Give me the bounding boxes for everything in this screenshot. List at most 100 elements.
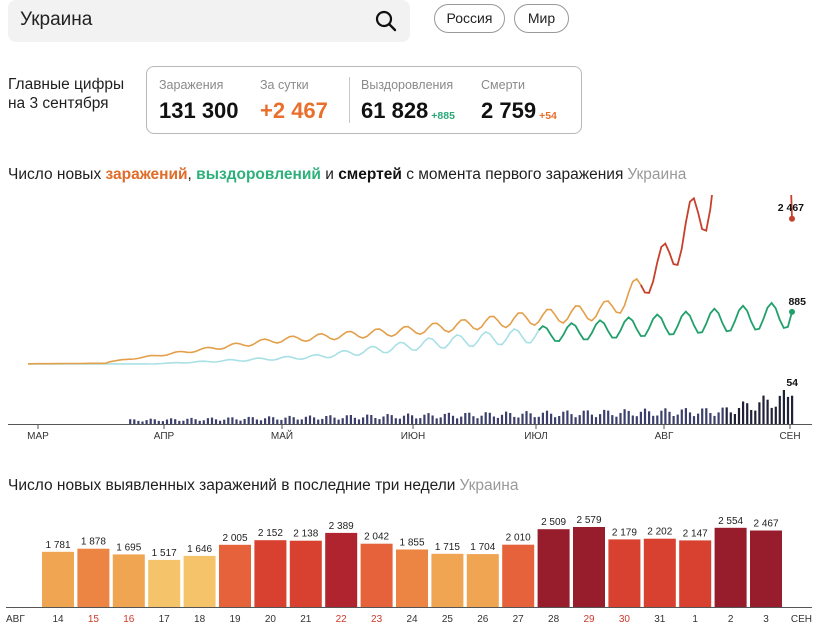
deaths-bar [219, 420, 222, 424]
deaths-bar [574, 417, 577, 424]
deaths-bar [182, 420, 185, 424]
deaths-bar [443, 413, 446, 424]
deaths-bar [398, 418, 401, 424]
stat-deaths-value: 2 759 [481, 98, 537, 123]
deaths-bar [684, 408, 687, 424]
chart1-title-and: и [320, 166, 339, 183]
bar-value-label: 2 005 [222, 533, 247, 544]
x-tick-label: АПР [154, 431, 175, 442]
deaths-bar [791, 395, 794, 424]
deaths-bar [427, 413, 430, 424]
deaths-bar [370, 415, 373, 424]
deaths-bar [619, 413, 622, 424]
deaths-bar [509, 413, 512, 424]
deaths-bar [353, 417, 356, 424]
deaths-bar [223, 419, 226, 424]
world-button[interactable]: Мир [514, 4, 569, 33]
deaths-bar [517, 417, 520, 424]
deaths-bar [664, 408, 667, 424]
deaths-bar [447, 412, 450, 424]
deaths-bar [439, 417, 442, 424]
deaths-bar [390, 415, 393, 424]
x-tick-label: ИЮН [401, 431, 426, 442]
deaths-bar [141, 421, 144, 424]
day-label: 20 [265, 614, 277, 625]
deaths-bar [599, 414, 602, 424]
deaths-bar [235, 419, 238, 424]
deaths-bar [378, 419, 381, 424]
infections-last-label: 2 467 [778, 202, 804, 214]
deaths-bar [435, 418, 438, 424]
chart1-title-comma: , [187, 166, 197, 183]
deaths-bar [603, 409, 606, 424]
month-start-label: АВГ [6, 614, 25, 625]
x-tick-label: АВГ [655, 431, 674, 442]
deaths-bar [766, 399, 769, 424]
day-bar [643, 538, 676, 607]
bar-value-label: 2 010 [506, 533, 531, 544]
deaths-bar [500, 414, 504, 424]
deaths-bar [623, 409, 626, 424]
day-bar [148, 559, 181, 607]
bar-value-label: 1 517 [152, 548, 177, 559]
deaths-bar [717, 412, 720, 424]
chart2-title: Число новых выявленных заражений в после… [8, 477, 518, 495]
day-label: 17 [159, 614, 171, 625]
deaths-bar [362, 417, 365, 424]
deaths-bar [284, 417, 287, 424]
deaths-bar [259, 420, 263, 424]
x-tick-label: МАР [27, 431, 49, 442]
russia-button[interactable]: Россия [434, 4, 505, 33]
deaths-bar [582, 410, 585, 424]
bar-value-label: 2 579 [576, 515, 601, 526]
deaths-bar [296, 419, 299, 424]
bar-value-label: 1 855 [399, 538, 424, 549]
day-bar [679, 540, 712, 607]
day-label: 14 [52, 614, 64, 625]
deaths-bar [762, 395, 765, 424]
deaths-bar [243, 419, 246, 424]
x-tick-label: МАЙ [271, 429, 293, 442]
deaths-bar [345, 415, 348, 424]
deaths-bar [705, 408, 708, 424]
deaths-bar [161, 421, 164, 424]
deaths-bar [394, 418, 397, 424]
deaths-bar [451, 415, 455, 424]
recoveries-line [28, 328, 540, 365]
search-input[interactable] [20, 5, 360, 35]
chart1-title-prefix: Число новых [8, 166, 106, 183]
stat-deaths-label: Смерти [481, 78, 525, 92]
deaths-bar [337, 419, 340, 424]
day-label: 26 [477, 614, 489, 625]
x-tick-label: ИЮЛ [524, 431, 547, 442]
stat-infections: Заражения 131 300 [159, 78, 239, 124]
deaths-bar [190, 417, 193, 424]
infections-line-late [640, 195, 793, 294]
search-box[interactable] [8, 0, 410, 42]
day-bar [396, 549, 428, 607]
deaths-bar [521, 413, 524, 424]
day-bar [502, 544, 535, 607]
three-weeks-bar-chart: 1 781 14 1 878 15 1 695 16 1 517 17 1 646 18 2 005… [6, 515, 812, 625]
bar-value-label: 2 554 [718, 516, 743, 527]
deaths-bar [709, 413, 712, 424]
deaths-bar [178, 420, 181, 424]
deaths-bar [484, 412, 487, 424]
day-label: 31 [654, 614, 666, 625]
deaths-bar [308, 415, 312, 424]
deaths-bar [656, 415, 659, 424]
deaths-bar [137, 420, 140, 424]
deaths-bar [525, 411, 528, 424]
day-label: 28 [548, 614, 560, 625]
deaths-bar [464, 413, 467, 424]
chart2-title-text: Число новых выявленных заражений в после… [8, 477, 456, 494]
deaths-bar [321, 418, 324, 424]
search-icon[interactable] [374, 9, 398, 33]
stat-daily: За сутки +2 467 [260, 78, 328, 124]
day-bar [573, 527, 605, 607]
deaths-bar [615, 416, 618, 424]
bar-value-label: 1 781 [45, 540, 70, 551]
day-bar [77, 548, 110, 607]
deaths-bar [541, 412, 544, 424]
deaths-bar [251, 417, 254, 424]
